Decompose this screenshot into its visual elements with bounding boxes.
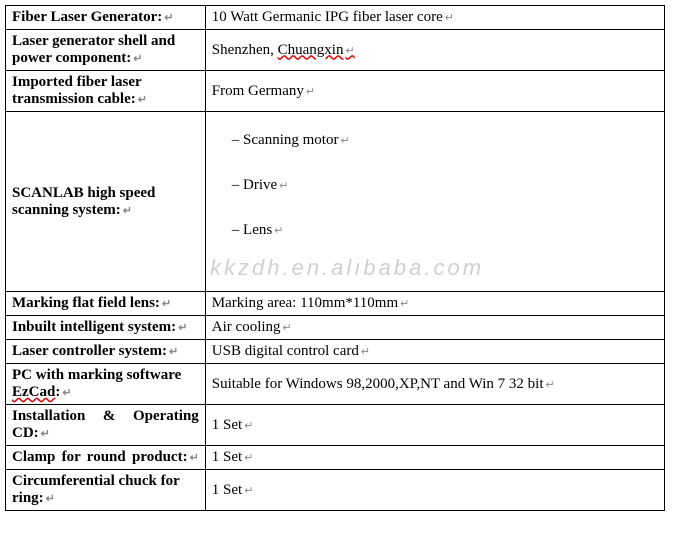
row-value: From Germany — [205, 71, 664, 112]
table-row: Laser controller system: USB digital con… — [6, 340, 665, 364]
spellcheck-word: Chuangxin — [278, 42, 355, 58]
row-value: Shenzhen, Chuangxin — [205, 30, 664, 71]
table-row: Clamp for round product: 1 Set — [6, 446, 665, 470]
table-row: PC with marking software EzCad: Suitable… — [6, 364, 665, 405]
row-label: SCANLAB high speed scanning system: — [6, 112, 206, 292]
table-row: Fiber Laser Generator: 10 Watt Germanic … — [6, 6, 665, 30]
table-row: Laser generator shell and power componen… — [6, 30, 665, 71]
scan-item: – Drive — [232, 177, 289, 193]
row-label: Marking flat field lens: — [6, 292, 206, 316]
row-label: Installation & Operating CD: — [6, 405, 206, 446]
spec-table: Fiber Laser Generator: 10 Watt Germanic … — [5, 5, 665, 511]
row-value: 1 Set — [205, 446, 664, 470]
table-row: Installation & Operating CD: 1 Set — [6, 405, 665, 446]
row-value: – Scanning motor – Drive – Lens — [205, 112, 664, 292]
row-value: Air cooling — [205, 316, 664, 340]
row-value: 1 Set — [205, 470, 664, 511]
row-label: Imported fiber laser transmission cable: — [6, 71, 206, 112]
row-label: PC with marking software EzCad: — [6, 364, 206, 405]
row-value: USB digital control card — [205, 340, 664, 364]
row-label: Laser controller system: — [6, 340, 206, 364]
row-label: Laser generator shell and power componen… — [6, 30, 206, 71]
spellcheck-word: EzCad — [12, 384, 55, 400]
scan-item: – Scanning motor — [232, 132, 350, 148]
table-row: Imported fiber laser transmission cable:… — [6, 71, 665, 112]
row-label: Circumferential chuck for ring: — [6, 470, 206, 511]
row-value: Marking area: 110mm*110mm — [205, 292, 664, 316]
scan-item: – Lens — [232, 222, 284, 238]
row-label: Inbuilt intelligent system: — [6, 316, 206, 340]
table-row: SCANLAB high speed scanning system: – Sc… — [6, 112, 665, 292]
row-value: 10 Watt Germanic IPG fiber laser core — [205, 6, 664, 30]
table-row: Circumferential chuck for ring: 1 Set — [6, 470, 665, 511]
row-value: 1 Set — [205, 405, 664, 446]
row-label: Clamp for round product: — [6, 446, 206, 470]
table-row: Inbuilt intelligent system: Air cooling — [6, 316, 665, 340]
row-value: Suitable for Windows 98,2000,XP,NT and W… — [205, 364, 664, 405]
table-row: Marking flat field lens: Marking area: 1… — [6, 292, 665, 316]
row-label: Fiber Laser Generator: — [6, 6, 206, 30]
